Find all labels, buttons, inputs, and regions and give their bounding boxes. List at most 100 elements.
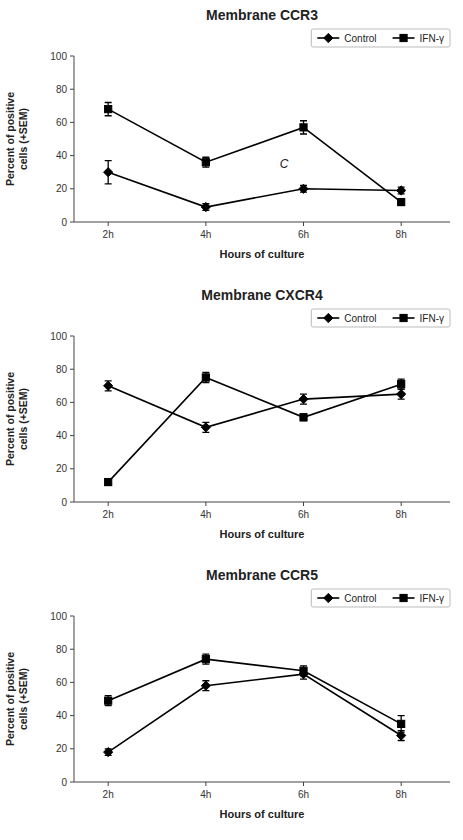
x-tick (303, 782, 304, 786)
y-tick (70, 56, 74, 57)
point (105, 478, 112, 485)
y-tick (70, 188, 74, 189)
x-tick (401, 222, 402, 226)
x-tick-label: 8h (396, 229, 407, 240)
x-tick-label: 2h (103, 789, 114, 800)
error-bar (105, 102, 112, 115)
title: Membrane CCR5 (206, 567, 318, 583)
y-tick (70, 682, 74, 683)
plot-area (104, 102, 406, 211)
error-bar (398, 379, 405, 389)
legend-item: Control (317, 593, 376, 604)
background (0, 0, 463, 840)
legend-swatch-marker (324, 33, 333, 42)
y-tick-label: 20 (56, 183, 68, 194)
legend: Control IFN-γ (311, 589, 450, 607)
y-tick (70, 155, 74, 156)
x-tick-label: 8h (396, 509, 407, 520)
x-tick-label: 4h (200, 509, 211, 520)
x-tick (205, 502, 206, 506)
y-tick-label: 20 (56, 743, 68, 754)
x-tick (108, 502, 109, 506)
x-tick-label: 6h (298, 229, 309, 240)
legend-label: Control (344, 33, 376, 44)
legend: Control IFN-γ (311, 309, 450, 327)
y-tick-label: 0 (61, 777, 67, 788)
legend-label: Control (344, 593, 376, 604)
point (104, 168, 113, 177)
x-tick (108, 222, 109, 226)
x-tick-label: 4h (200, 229, 211, 240)
legend-item: Control (317, 33, 376, 44)
legend-frame (311, 29, 450, 47)
y-tick (70, 782, 74, 783)
x-tick (205, 222, 206, 226)
y-tick (70, 468, 74, 469)
y-tick-label: 40 (56, 150, 68, 161)
point (397, 390, 406, 399)
x-tick (108, 782, 109, 786)
series-line (108, 378, 401, 483)
point (104, 381, 113, 390)
error-bar (202, 157, 209, 167)
annotation: C (280, 157, 289, 171)
y-tick (70, 89, 74, 90)
legend-label: IFN-γ (420, 313, 444, 324)
x-tick-label: 6h (298, 789, 309, 800)
legend-item: IFN-γ (393, 313, 444, 324)
point (397, 186, 406, 195)
error-bar (300, 666, 307, 676)
y-tick-label: 40 (56, 430, 68, 441)
point (398, 720, 405, 727)
series-line (108, 172, 401, 207)
y-tick (70, 402, 74, 403)
error-bar (398, 199, 405, 206)
y-tick (70, 502, 74, 503)
y-tick-label: 100 (50, 331, 67, 342)
y-tick (70, 122, 74, 123)
y-tick-label: 0 (61, 497, 67, 508)
series-line (108, 386, 401, 428)
y-tick (70, 435, 74, 436)
y-tick-label: 100 (50, 611, 67, 622)
figure: Membrane CCR30204060801002h4h6h8hHours o… (0, 0, 463, 840)
y-tick (70, 649, 74, 650)
point (300, 667, 307, 674)
point (300, 124, 307, 131)
y-tick-label: 60 (56, 397, 68, 408)
y-axis-line (74, 336, 75, 502)
point (300, 414, 307, 421)
y-axis-label: Percent of positivecells (+SEM) (4, 652, 29, 746)
legend-label: IFN-γ (420, 33, 444, 44)
point (105, 106, 112, 113)
y-tick-label: 0 (61, 217, 67, 228)
point (201, 202, 210, 211)
point (299, 184, 308, 193)
error-bar (300, 414, 307, 421)
y-tick-label: 60 (56, 117, 68, 128)
legend-item: IFN-γ (393, 593, 444, 604)
x-axis-label: Hours of culture (220, 808, 305, 820)
legend-frame (311, 589, 450, 607)
title: Membrane CXCR4 (201, 287, 323, 303)
legend-swatch-marker (324, 313, 333, 322)
point (202, 374, 209, 381)
x-axis-label: Hours of culture (220, 248, 305, 260)
panel: Membrane CCR50204060801002h4h6h8hHours o… (4, 567, 450, 820)
error-bar (300, 121, 307, 134)
panel: Membrane CXCR40204060801002h4h6h8hHours … (4, 287, 450, 540)
series-line (108, 109, 401, 202)
x-tick (303, 502, 304, 506)
y-axis-label: Percent of positivecells (+SEM) (4, 372, 29, 466)
error-bar (202, 373, 209, 383)
point (201, 423, 210, 432)
legend-label: Control (344, 313, 376, 324)
point (104, 748, 113, 757)
error-bar (202, 654, 209, 664)
y-tick-label: 80 (56, 644, 68, 655)
series-line (108, 659, 401, 724)
x-axis-line (74, 782, 450, 783)
legend-swatch-marker (324, 593, 333, 602)
x-axis-line (74, 222, 450, 223)
y-tick-label: 40 (56, 710, 68, 721)
